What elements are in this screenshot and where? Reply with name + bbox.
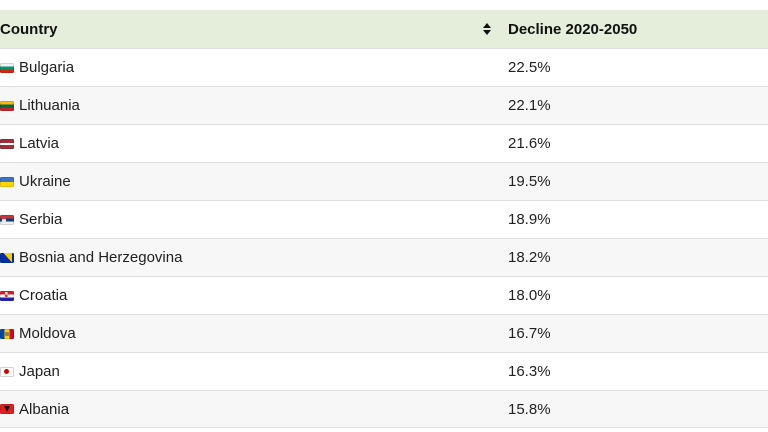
country-cell: Bosnia and Herzegovina bbox=[0, 249, 508, 266]
latvia-flag-icon bbox=[0, 138, 14, 149]
sort-ascending-arrow bbox=[483, 23, 491, 28]
column-header-country[interactable]: Country bbox=[0, 21, 508, 38]
decline-value: 22.1% bbox=[508, 97, 551, 114]
decline-cell: 18.0% bbox=[508, 287, 768, 304]
lithuania-flag-icon bbox=[0, 100, 14, 111]
table-row: Moldova 16.7% bbox=[0, 314, 768, 352]
column-header-decline[interactable]: Decline 2020-2050 bbox=[508, 21, 768, 38]
table-row: Albania 15.8% bbox=[0, 390, 768, 428]
table-row: Lithuania 22.1% bbox=[0, 86, 768, 124]
bosnia-and-herzegovina-flag-icon bbox=[0, 252, 14, 263]
table-row: Bosnia and Herzegovina 18.2% bbox=[0, 238, 768, 276]
decline-header-label: Decline 2020-2050 bbox=[508, 20, 638, 38]
bulgaria-flag-icon bbox=[0, 62, 14, 73]
country-cell: Croatia bbox=[0, 287, 508, 304]
table-row: Latvia 21.6% bbox=[0, 124, 768, 162]
country-name: Moldova bbox=[19, 325, 76, 342]
decline-cell: 16.7% bbox=[508, 325, 768, 342]
country-cell: Moldova bbox=[0, 325, 508, 342]
country-name: Croatia bbox=[19, 287, 68, 304]
decline-cell: 22.5% bbox=[508, 59, 768, 76]
decline-cell: 15.8% bbox=[508, 401, 768, 418]
croatia-flag-icon bbox=[0, 290, 14, 301]
decline-value: 15.8% bbox=[508, 400, 551, 418]
country-name: Bulgaria bbox=[19, 59, 75, 76]
table-row: Ukraine 19.5% bbox=[0, 162, 768, 200]
country-cell: Latvia bbox=[0, 135, 508, 152]
country-cell: Ukraine bbox=[0, 173, 508, 190]
country-cell: Bulgaria bbox=[0, 59, 508, 76]
table-row: Serbia 18.9% bbox=[0, 200, 768, 238]
country-cell: Lithuania bbox=[0, 97, 508, 114]
moldova-flag-icon bbox=[0, 328, 14, 339]
country-decline-table: Country Decline 2020-2050 Bulgaria 22.5%… bbox=[0, 10, 768, 428]
sort-up-down-icon[interactable] bbox=[483, 23, 491, 35]
sort-descending-arrow bbox=[483, 30, 491, 35]
decline-value: 21.6% bbox=[508, 135, 551, 152]
decline-value: 16.3% bbox=[508, 363, 551, 380]
decline-value: 18.0% bbox=[508, 287, 551, 304]
country-cell: Serbia bbox=[0, 211, 508, 228]
table-body: Bulgaria 22.5% Lithuania 22.1% Latvia 21… bbox=[0, 48, 768, 428]
decline-cell: 18.2% bbox=[508, 249, 768, 266]
country-name: Bosnia and Herzegovina bbox=[19, 249, 183, 266]
table-row: Bulgaria 22.5% bbox=[0, 48, 768, 86]
country-name: Serbia bbox=[19, 211, 63, 228]
table-row: Croatia 18.0% bbox=[0, 276, 768, 314]
ukraine-flag-icon bbox=[0, 176, 14, 187]
country-header-label: Country bbox=[0, 20, 58, 38]
decline-value: 16.7% bbox=[508, 325, 551, 342]
country-cell: Albania bbox=[0, 401, 508, 418]
decline-cell: 21.6% bbox=[508, 135, 768, 152]
decline-value: 18.9% bbox=[508, 211, 551, 228]
albania-flag-icon bbox=[0, 404, 14, 414]
country-name: Latvia bbox=[19, 135, 60, 152]
decline-value: 19.5% bbox=[508, 173, 551, 190]
country-name: Japan bbox=[19, 363, 60, 380]
decline-cell: 16.3% bbox=[508, 363, 768, 380]
decline-value: 18.2% bbox=[508, 249, 551, 266]
country-name: Lithuania bbox=[19, 97, 80, 114]
country-name: Albania bbox=[19, 400, 70, 418]
country-name: Ukraine bbox=[19, 173, 71, 190]
decline-value: 22.5% bbox=[508, 59, 551, 76]
table-row: Japan 16.3% bbox=[0, 352, 768, 390]
serbia-flag-icon bbox=[0, 214, 14, 225]
decline-cell: 19.5% bbox=[508, 173, 768, 190]
japan-flag-icon bbox=[0, 366, 14, 377]
country-cell: Japan bbox=[0, 363, 508, 380]
decline-cell: 18.9% bbox=[508, 211, 768, 228]
table-header-row: Country Decline 2020-2050 bbox=[0, 10, 768, 48]
decline-cell: 22.1% bbox=[508, 97, 768, 114]
